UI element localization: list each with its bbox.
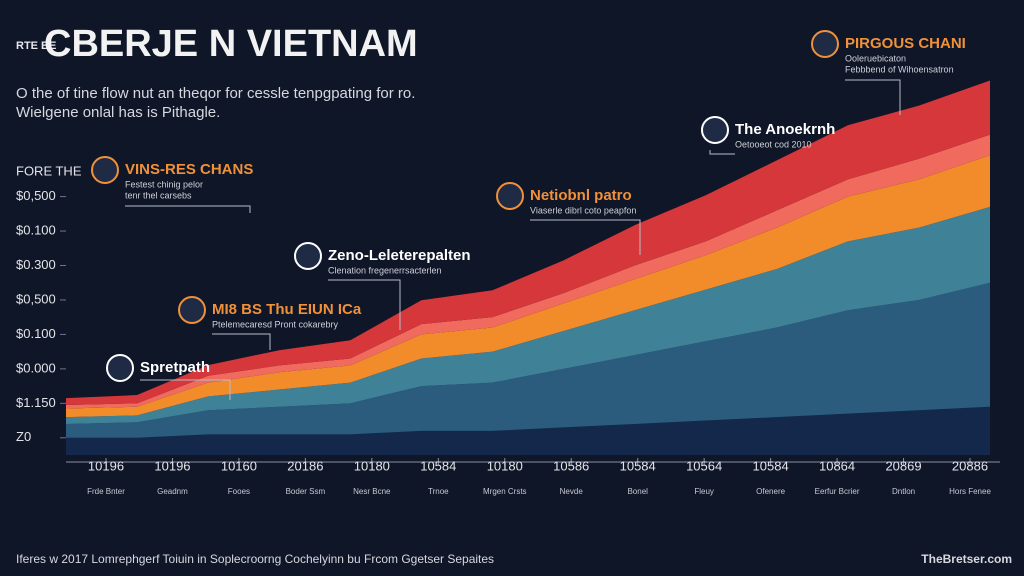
chart-title: CBERJE N VIETNAM — [44, 23, 418, 65]
x-tick-label: 10864 — [819, 458, 855, 473]
subtitle: Wielgene onlal has is Pithagle. — [16, 104, 220, 121]
x-note: Nevde — [560, 487, 584, 496]
y-tick-label: $0.100 — [16, 222, 56, 237]
y-tick-label: $0,500 — [16, 188, 56, 203]
x-note: Eerfur Bcrier — [815, 487, 860, 496]
annotation-text: Febbbend of Wihoensatron — [845, 64, 954, 74]
annotation-title: Spretpath — [140, 359, 210, 376]
x-tick-label: 10584 — [753, 458, 789, 473]
area — [66, 282, 990, 438]
x-tick-label: 20886 — [952, 458, 988, 473]
annotation-title: The Anoekrnh — [735, 121, 835, 138]
callout-line — [140, 379, 231, 400]
annotation-icon — [496, 182, 524, 210]
annotation-icon — [178, 296, 206, 324]
x-tick-label: 10196 — [88, 458, 124, 473]
x-note: Nesr Bcne — [353, 487, 391, 496]
x-tick-label: 10586 — [553, 458, 589, 473]
subtitle: O the of tine flow nut an theqor for ces… — [16, 85, 415, 102]
annotation-icon — [294, 242, 322, 270]
callout-line — [709, 150, 735, 155]
y-tick-label: $0,500 — [16, 291, 56, 306]
annotation-title: VINS-RES CHANS — [125, 161, 253, 178]
y-tick-label: $0.300 — [16, 257, 56, 272]
plot: Z0 $1.150 $0.000 $0.100 $0,500 $0.300 $0.100 $0… — [16, 30, 1000, 496]
source: TheBretser.com — [921, 552, 1012, 566]
annotation-icon — [811, 30, 839, 58]
logo: RTE BE — [16, 40, 56, 52]
annotation-text: Viaserle dibrl coto peapfon — [530, 205, 636, 215]
x-tick-label: 10584 — [420, 458, 456, 473]
annotation-text: tenr thel carsebs — [125, 190, 192, 200]
y-tick-label: $0.000 — [16, 360, 56, 375]
annotation-title: MI8 BS Thu EIUN ICa — [212, 301, 362, 318]
callout-line — [125, 205, 251, 213]
annotation-text: Festest chinig pelor — [125, 179, 203, 189]
annotation-text: Oetooeot cod 2010 — [735, 139, 812, 149]
y-tick-label: $0.100 — [16, 326, 56, 341]
x-note: Ofenere — [756, 487, 785, 496]
x-note: Geadnm — [157, 487, 188, 496]
x-tick-label: 10564 — [686, 458, 722, 473]
x-tick-label: 10180 — [354, 458, 390, 473]
area — [66, 206, 990, 424]
annotation-title: Netiobnl patro — [530, 187, 632, 204]
x-tick-label: 10196 — [154, 458, 190, 473]
x-note: Fooes — [228, 487, 250, 496]
callout-line — [845, 79, 901, 115]
callout-line — [328, 279, 401, 330]
callout-line — [530, 219, 641, 255]
x-tick-label: 10180 — [487, 458, 523, 473]
callout-line — [212, 333, 271, 350]
x-tick-label: 10160 — [221, 458, 257, 473]
x-note: Fleuy — [694, 487, 714, 496]
annotation-title: Zeno-Leleterepalten — [328, 247, 471, 264]
x-tick-label: 20869 — [885, 458, 921, 473]
x-note: Mrgen Crsts — [483, 487, 527, 496]
x-tick-label: 10584 — [620, 458, 656, 473]
area — [66, 406, 990, 455]
annotation-title: PIRGOUS CHANI — [845, 35, 966, 52]
annotation-icon — [91, 156, 119, 184]
x-note: Frde Bnter — [87, 487, 125, 496]
x-note: Hors Fenee — [949, 487, 991, 496]
x-note: Trnoe — [428, 487, 449, 496]
annotation-text: Ptelemecaresd Pront cokarebry — [212, 319, 339, 329]
y-axis-label: FORE THE — [16, 163, 82, 178]
annotation-icon — [701, 116, 729, 144]
annotation-text: Ooleruebicaton — [845, 53, 906, 63]
area — [66, 80, 990, 406]
x-note: Bonel — [627, 487, 648, 496]
x-note: Boder Ssm — [286, 487, 326, 496]
annotation-text: Clenation fregenerrsacterlen — [328, 265, 442, 275]
x-note: Dntlon — [892, 487, 915, 496]
footer: Iferes w 2017 Lomrephgerf Toiuin in Sopl… — [16, 552, 494, 566]
x-tick-label: 20186 — [287, 458, 323, 473]
y-tick-label: Z0 — [16, 429, 31, 444]
annotation-icon — [106, 354, 134, 382]
y-tick-label: $1.150 — [16, 395, 56, 410]
